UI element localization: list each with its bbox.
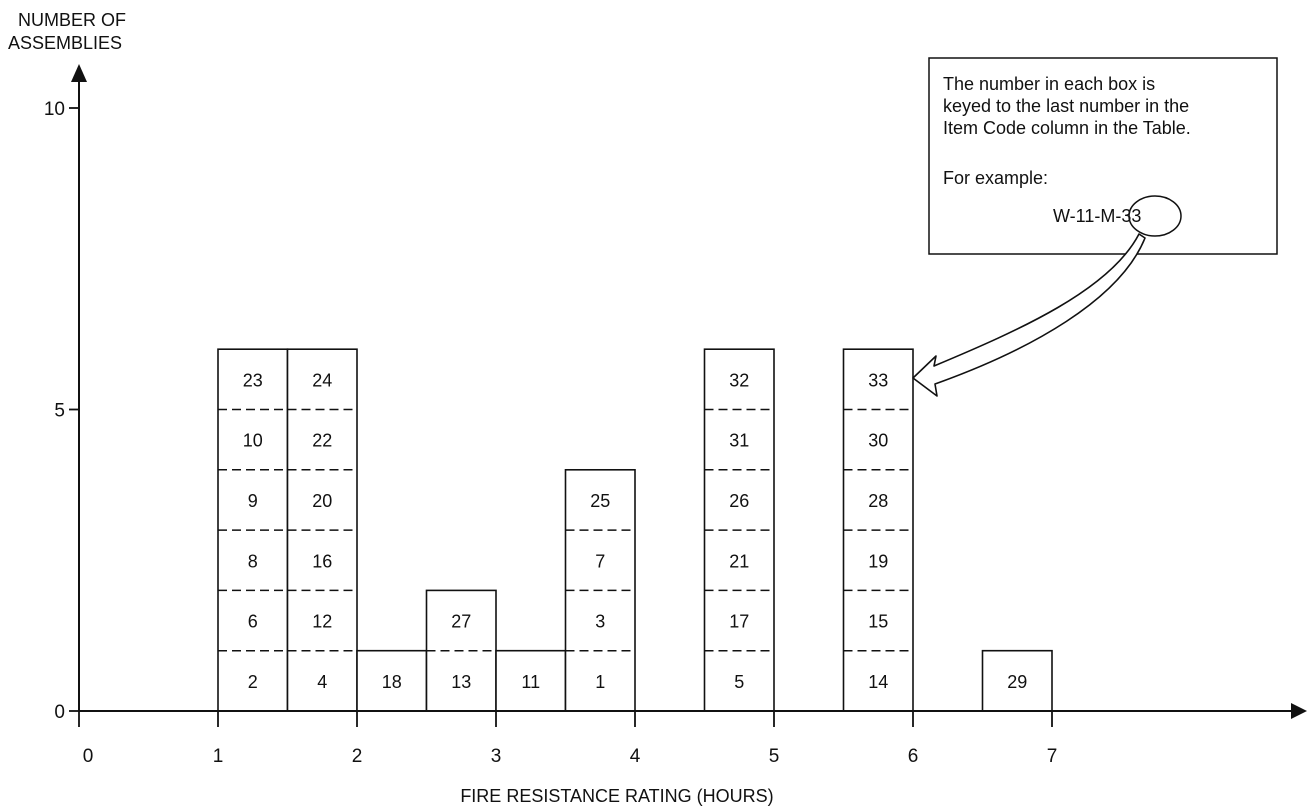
item-label-29: 29 <box>1007 672 1027 692</box>
annotation-example-code: W-11-M-33 <box>1053 206 1141 226</box>
item-label-2: 2 <box>248 672 258 692</box>
item-label-16: 16 <box>312 551 332 571</box>
item-label-22: 22 <box>312 431 332 451</box>
bin-2-2.5: 18 <box>356 649 428 712</box>
y-tick-label-5: 5 <box>54 401 65 422</box>
item-label-25: 25 <box>590 491 610 511</box>
annotation-line-2: keyed to the last number in the <box>943 96 1189 116</box>
bin-1.5-2: 4 12 16 20 22 24 <box>286 348 358 712</box>
x-tick-label-1: 1 <box>213 746 224 767</box>
example-code-prefix: W-11-M <box>1053 206 1115 226</box>
y-tick-label-0: 0 <box>54 702 65 723</box>
x-tick-label-0: 0 <box>83 746 94 767</box>
item-label-28: 28 <box>868 491 888 511</box>
y-axis-title-line-2: ASSEMBLIES <box>8 33 122 53</box>
item-label-27: 27 <box>451 612 471 632</box>
item-label-31: 31 <box>729 431 749 451</box>
annotation-box <box>928 57 1278 255</box>
item-label-21: 21 <box>729 551 749 571</box>
item-label-18: 18 <box>382 672 402 692</box>
bin-3-3.5: 11 <box>495 649 567 712</box>
x-axis-title: FIRE RESISTANCE RATING (HOURS) <box>460 786 773 806</box>
y-axis-title-line-1: NUMBER OF <box>18 10 126 30</box>
pointer-arrow-outline <box>912 233 1146 397</box>
item-label-7: 7 <box>595 551 605 571</box>
item-label-13: 13 <box>451 672 471 692</box>
item-label-8: 8 <box>248 551 258 571</box>
x-tick-label-7: 7 <box>1047 746 1058 767</box>
x-tick-label-2: 2 <box>352 746 363 767</box>
x-axis-arrowhead <box>1291 703 1307 719</box>
bin-1-1.5: 2 6 8 9 10 23 <box>217 348 289 712</box>
item-label-24: 24 <box>312 370 332 390</box>
y-axis-arrowhead <box>71 64 87 82</box>
item-label-19: 19 <box>868 551 888 571</box>
item-label-33: 33 <box>868 370 888 390</box>
pointer-arrow <box>912 233 1146 397</box>
item-label-1: 1 <box>595 672 605 692</box>
item-label-32: 32 <box>729 370 749 390</box>
x-tick-label-6: 6 <box>908 746 919 767</box>
item-label-11: 11 <box>521 672 540 692</box>
bin-3.5-4: 1 3 7 25 <box>564 468 636 712</box>
item-label-17: 17 <box>729 612 749 632</box>
item-label-12: 12 <box>312 612 332 632</box>
item-label-6: 6 <box>248 612 258 632</box>
bin-6.5-7: 29 <box>981 649 1053 712</box>
item-label-14: 14 <box>868 672 888 692</box>
annotation-line-1: The number in each box is <box>943 74 1155 94</box>
item-label-9: 9 <box>248 491 258 511</box>
item-label-20: 20 <box>312 491 332 511</box>
bin-outline <box>356 649 428 712</box>
x-tick-label-4: 4 <box>630 746 641 767</box>
item-label-30: 30 <box>868 431 888 451</box>
y-tick-label-10: 10 <box>44 99 65 120</box>
annotation-note: The number in each box is keyed to the l… <box>928 57 1278 255</box>
bin-outline <box>981 649 1053 712</box>
x-tick-label-3: 3 <box>491 746 502 767</box>
annotation-line-3: Item Code column in the Table. <box>943 118 1191 138</box>
axes <box>71 64 1307 719</box>
annotation-example-label: For example: <box>943 168 1048 188</box>
bin-2.5-3: 13 27 <box>425 589 497 712</box>
example-code-circle <box>1128 195 1182 237</box>
item-label-15: 15 <box>868 612 888 632</box>
item-label-5: 5 <box>734 672 744 692</box>
item-label-23: 23 <box>243 370 263 390</box>
item-label-3: 3 <box>595 612 605 632</box>
bin-4.5-5: 5 17 21 26 31 32 <box>703 348 775 712</box>
x-tick-label-5: 5 <box>769 746 780 767</box>
bin-5.5-6: 14 15 19 28 30 33 <box>842 348 914 712</box>
item-label-4: 4 <box>317 672 327 692</box>
item-label-10: 10 <box>243 431 263 451</box>
item-label-26: 26 <box>729 491 749 511</box>
